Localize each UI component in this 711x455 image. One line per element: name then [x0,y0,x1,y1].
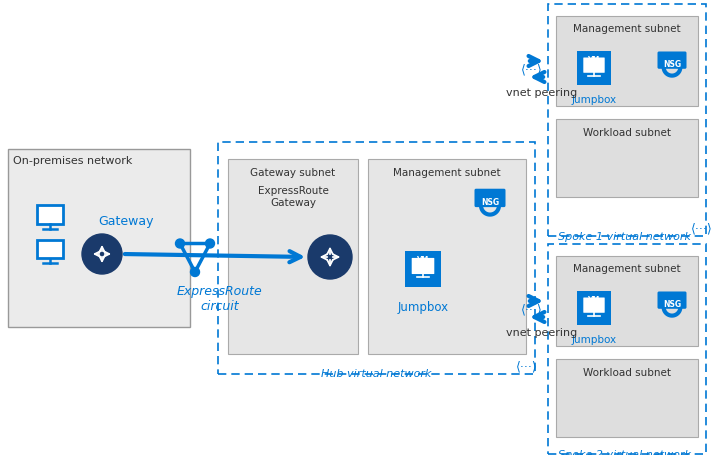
Text: ⟨···⟩: ⟨···⟩ [691,222,711,235]
FancyBboxPatch shape [583,298,604,313]
Bar [556,17,698,107]
FancyBboxPatch shape [583,58,604,74]
Text: Management subnet: Management subnet [573,263,681,273]
Text: ⟨···⟩: ⟨···⟩ [516,360,538,373]
Text: Workload subnet: Workload subnet [583,367,671,377]
Text: NSG: NSG [663,60,681,69]
Text: VM: VM [588,56,600,62]
FancyBboxPatch shape [658,292,687,309]
Text: NSG: NSG [481,198,499,207]
Text: ExpressRoute
circuit: ExpressRoute circuit [177,284,263,312]
Text: vnet peering: vnet peering [506,88,577,98]
FancyBboxPatch shape [412,258,434,274]
Text: Workload subnet: Workload subnet [583,128,671,138]
FancyBboxPatch shape [474,189,506,207]
Bar [548,244,706,454]
Text: vnet peering: vnet peering [506,327,577,337]
Bar [37,241,63,258]
Text: Spoke 2 virtual network: Spoke 2 virtual network [558,449,691,455]
Bar [577,291,611,325]
Bar [8,150,190,327]
Bar [556,257,698,346]
Text: Gateway subnet: Gateway subnet [250,167,336,177]
Text: Jumpbox: Jumpbox [572,95,616,105]
Text: VM: VM [417,256,429,262]
Text: Hub virtual network: Hub virtual network [321,368,432,378]
Text: ExpressRoute
Gateway: ExpressRoute Gateway [257,186,328,207]
Text: ⟨···⟩: ⟨···⟩ [521,63,543,76]
Bar [368,160,526,354]
Circle shape [191,268,200,277]
Bar [405,252,441,288]
Bar [218,143,535,374]
Text: On-premises network: On-premises network [13,156,132,166]
Text: Spoke 1 virtual network: Spoke 1 virtual network [558,232,691,242]
Circle shape [176,239,184,248]
Bar [556,359,698,437]
Circle shape [205,239,215,248]
Text: ⟨···⟩: ⟨···⟩ [521,303,543,316]
Circle shape [308,236,352,279]
Text: Management subnet: Management subnet [393,167,501,177]
Text: Gateway: Gateway [98,215,154,228]
Text: NSG: NSG [663,299,681,308]
Text: Management subnet: Management subnet [573,24,681,34]
Bar [37,205,63,224]
Bar [548,5,706,237]
Text: Jumpbox: Jumpbox [397,300,449,313]
Bar [228,160,358,354]
Text: Jumpbox: Jumpbox [572,334,616,344]
Bar [556,120,698,197]
Bar [577,52,611,86]
FancyBboxPatch shape [658,52,687,70]
Circle shape [82,234,122,274]
Text: VM: VM [588,295,600,301]
